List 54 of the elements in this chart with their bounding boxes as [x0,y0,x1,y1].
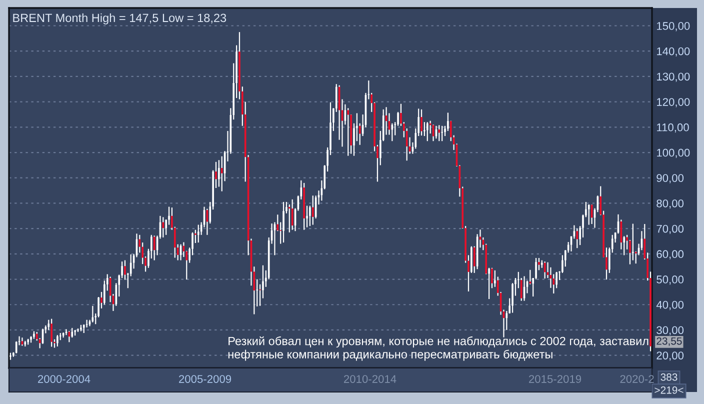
candlestick [588,204,590,226]
candlestick [168,206,170,226]
text: 383 [660,373,678,381]
y-tick-label: 60,00 [656,250,684,260]
text: 23,55 [656,337,682,346]
candlestick [488,267,490,300]
y-tick-label: 20,00 [656,352,684,361]
text: 2005-2009 [178,375,232,383]
candlestick [15,340,18,354]
candlestick [623,236,626,256]
candlestick [576,228,578,249]
candlestick [77,328,79,333]
candlestick [48,319,50,331]
candlestick [218,160,220,188]
candlestick [50,318,52,348]
candlestick [347,108,350,156]
text: >219< [654,386,684,394]
text: 2010-2014 [344,375,396,383]
candlestick [420,108,422,136]
candlestick [162,216,164,238]
y-tick-label: 30,00 [656,326,684,336]
y-tick-label: 50,00 [656,276,684,285]
chart-title: BRENT Month High = 147,5 Low = 18,23 [13,13,226,24]
y-tick-label: 110,00 [657,123,689,133]
y-tick-label: 140,00 [657,47,690,57]
candlestick [71,327,74,338]
y-tick-label: 90,00 [656,174,684,184]
y-tick-label: 130,00 [657,72,690,82]
y-tick-label: 40,00 [656,300,684,310]
candlestick [312,195,314,226]
candlestick [10,352,12,360]
candlestick [197,224,200,244]
candlestick [535,257,537,280]
candlestick [438,124,440,142]
annotation: Резкий обвал цен к уровням, которые не наблюдались с 2002 года, заставил нефтяные компании радикально пересматривать бюджеты [228,336,648,361]
y-tick-label: 120,00 [657,98,690,108]
text: 2000-2004 [38,375,90,383]
candlestick [288,204,290,233]
candlestick [424,122,426,137]
candlestick [56,334,58,348]
candlestick [309,205,311,227]
candlestick [306,205,308,228]
candlestick [494,270,496,288]
candlestick [632,223,634,261]
candlestick [256,278,258,307]
y-tick-label: 150,00 [657,22,690,32]
y-tick-label: 80,00 [656,199,684,209]
candlestick [447,112,449,132]
y-tick-label: 100,00 [657,148,690,158]
text: 2015-2019 [528,375,582,383]
y-tick-label: 70,00 [656,224,684,234]
text: 2020-2 [620,375,654,383]
candlestick [426,122,428,142]
candlestick [282,201,284,244]
